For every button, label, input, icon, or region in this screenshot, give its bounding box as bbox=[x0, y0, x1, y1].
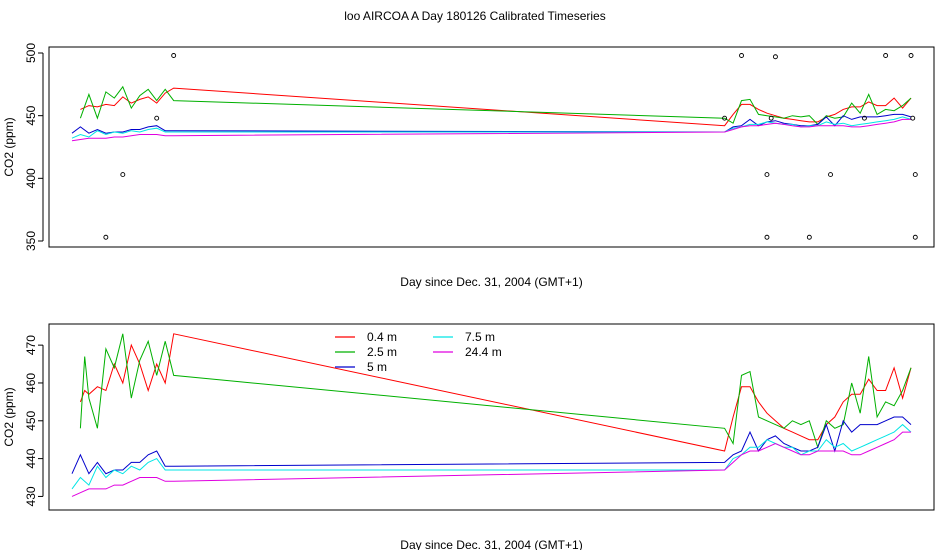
y-tick-label: 400 bbox=[24, 168, 38, 188]
series-line-7-5-m bbox=[71, 423, 912, 490]
outlier-point bbox=[154, 115, 160, 121]
outlier-point bbox=[861, 115, 867, 121]
outlier-point bbox=[768, 115, 774, 121]
outlier-point bbox=[828, 172, 833, 178]
y-tick-label: 350 bbox=[24, 231, 38, 251]
plot-frame bbox=[48, 46, 935, 248]
outlier-point bbox=[739, 53, 744, 58]
x-axis-label: Day since Dec. 31, 2004 (GMT+1) bbox=[400, 538, 582, 550]
y-tick-label: 500 bbox=[24, 43, 38, 63]
y-tick-label: 450 bbox=[24, 410, 38, 430]
y-tick-label: 440 bbox=[24, 448, 38, 468]
outlier-point bbox=[910, 115, 916, 121]
legend-label: 0.4 m bbox=[367, 330, 397, 344]
series-line-1 bbox=[80, 87, 912, 127]
outlier-point bbox=[883, 53, 889, 58]
outlier-point bbox=[120, 172, 126, 178]
outlier-point bbox=[772, 54, 778, 60]
outlier-point bbox=[722, 115, 728, 121]
figure-title: loo AIRCOA A Day 180126 Calibrated Times… bbox=[344, 9, 606, 23]
outlier-point bbox=[171, 53, 177, 58]
series-line-5-m bbox=[71, 416, 912, 475]
outlier-point bbox=[764, 234, 770, 240]
series-line-0-4-m bbox=[79, 333, 912, 452]
series-line-24-4-m bbox=[71, 431, 911, 497]
outlier-point bbox=[912, 172, 918, 178]
y-axis-label: CO2 (ppm) bbox=[2, 387, 16, 446]
y-tick-label: 450 bbox=[24, 105, 38, 125]
outlier-point bbox=[908, 53, 914, 58]
legend-label: 5 m bbox=[367, 360, 387, 374]
outlier-point bbox=[764, 172, 770, 178]
y-axis-label: CO2 (ppm) bbox=[2, 117, 16, 176]
y-tick-label: 430 bbox=[24, 486, 38, 506]
legend: 0.4 m2.5 m5 m 7.5 m24.4 m bbox=[335, 330, 502, 374]
x-axis-label: Day since Dec. 31, 2004 (GMT+1) bbox=[400, 275, 582, 289]
legend-label: 24.4 m bbox=[465, 345, 502, 359]
outlier-point bbox=[103, 234, 109, 240]
series-line-4 bbox=[71, 116, 912, 139]
series-line-3 bbox=[71, 113, 912, 134]
series-line-2 bbox=[79, 85, 912, 126]
series-line-2-5-m bbox=[79, 333, 912, 449]
plot-frame bbox=[48, 323, 935, 511]
chart-panel-1: 4774.04774.24774.44774.64774.84775.0Day … bbox=[2, 43, 935, 289]
outlier-point bbox=[806, 234, 812, 240]
chart-panel-2: 4774.04774.24774.44774.64774.84775.0Day … bbox=[2, 323, 935, 550]
legend-label: 2.5 m bbox=[367, 345, 397, 359]
series-line-5 bbox=[71, 118, 911, 142]
legend-label: 7.5 m bbox=[465, 330, 495, 344]
y-tick-label: 470 bbox=[24, 335, 38, 355]
y-tick-label: 460 bbox=[24, 373, 38, 393]
outlier-point bbox=[912, 234, 918, 240]
